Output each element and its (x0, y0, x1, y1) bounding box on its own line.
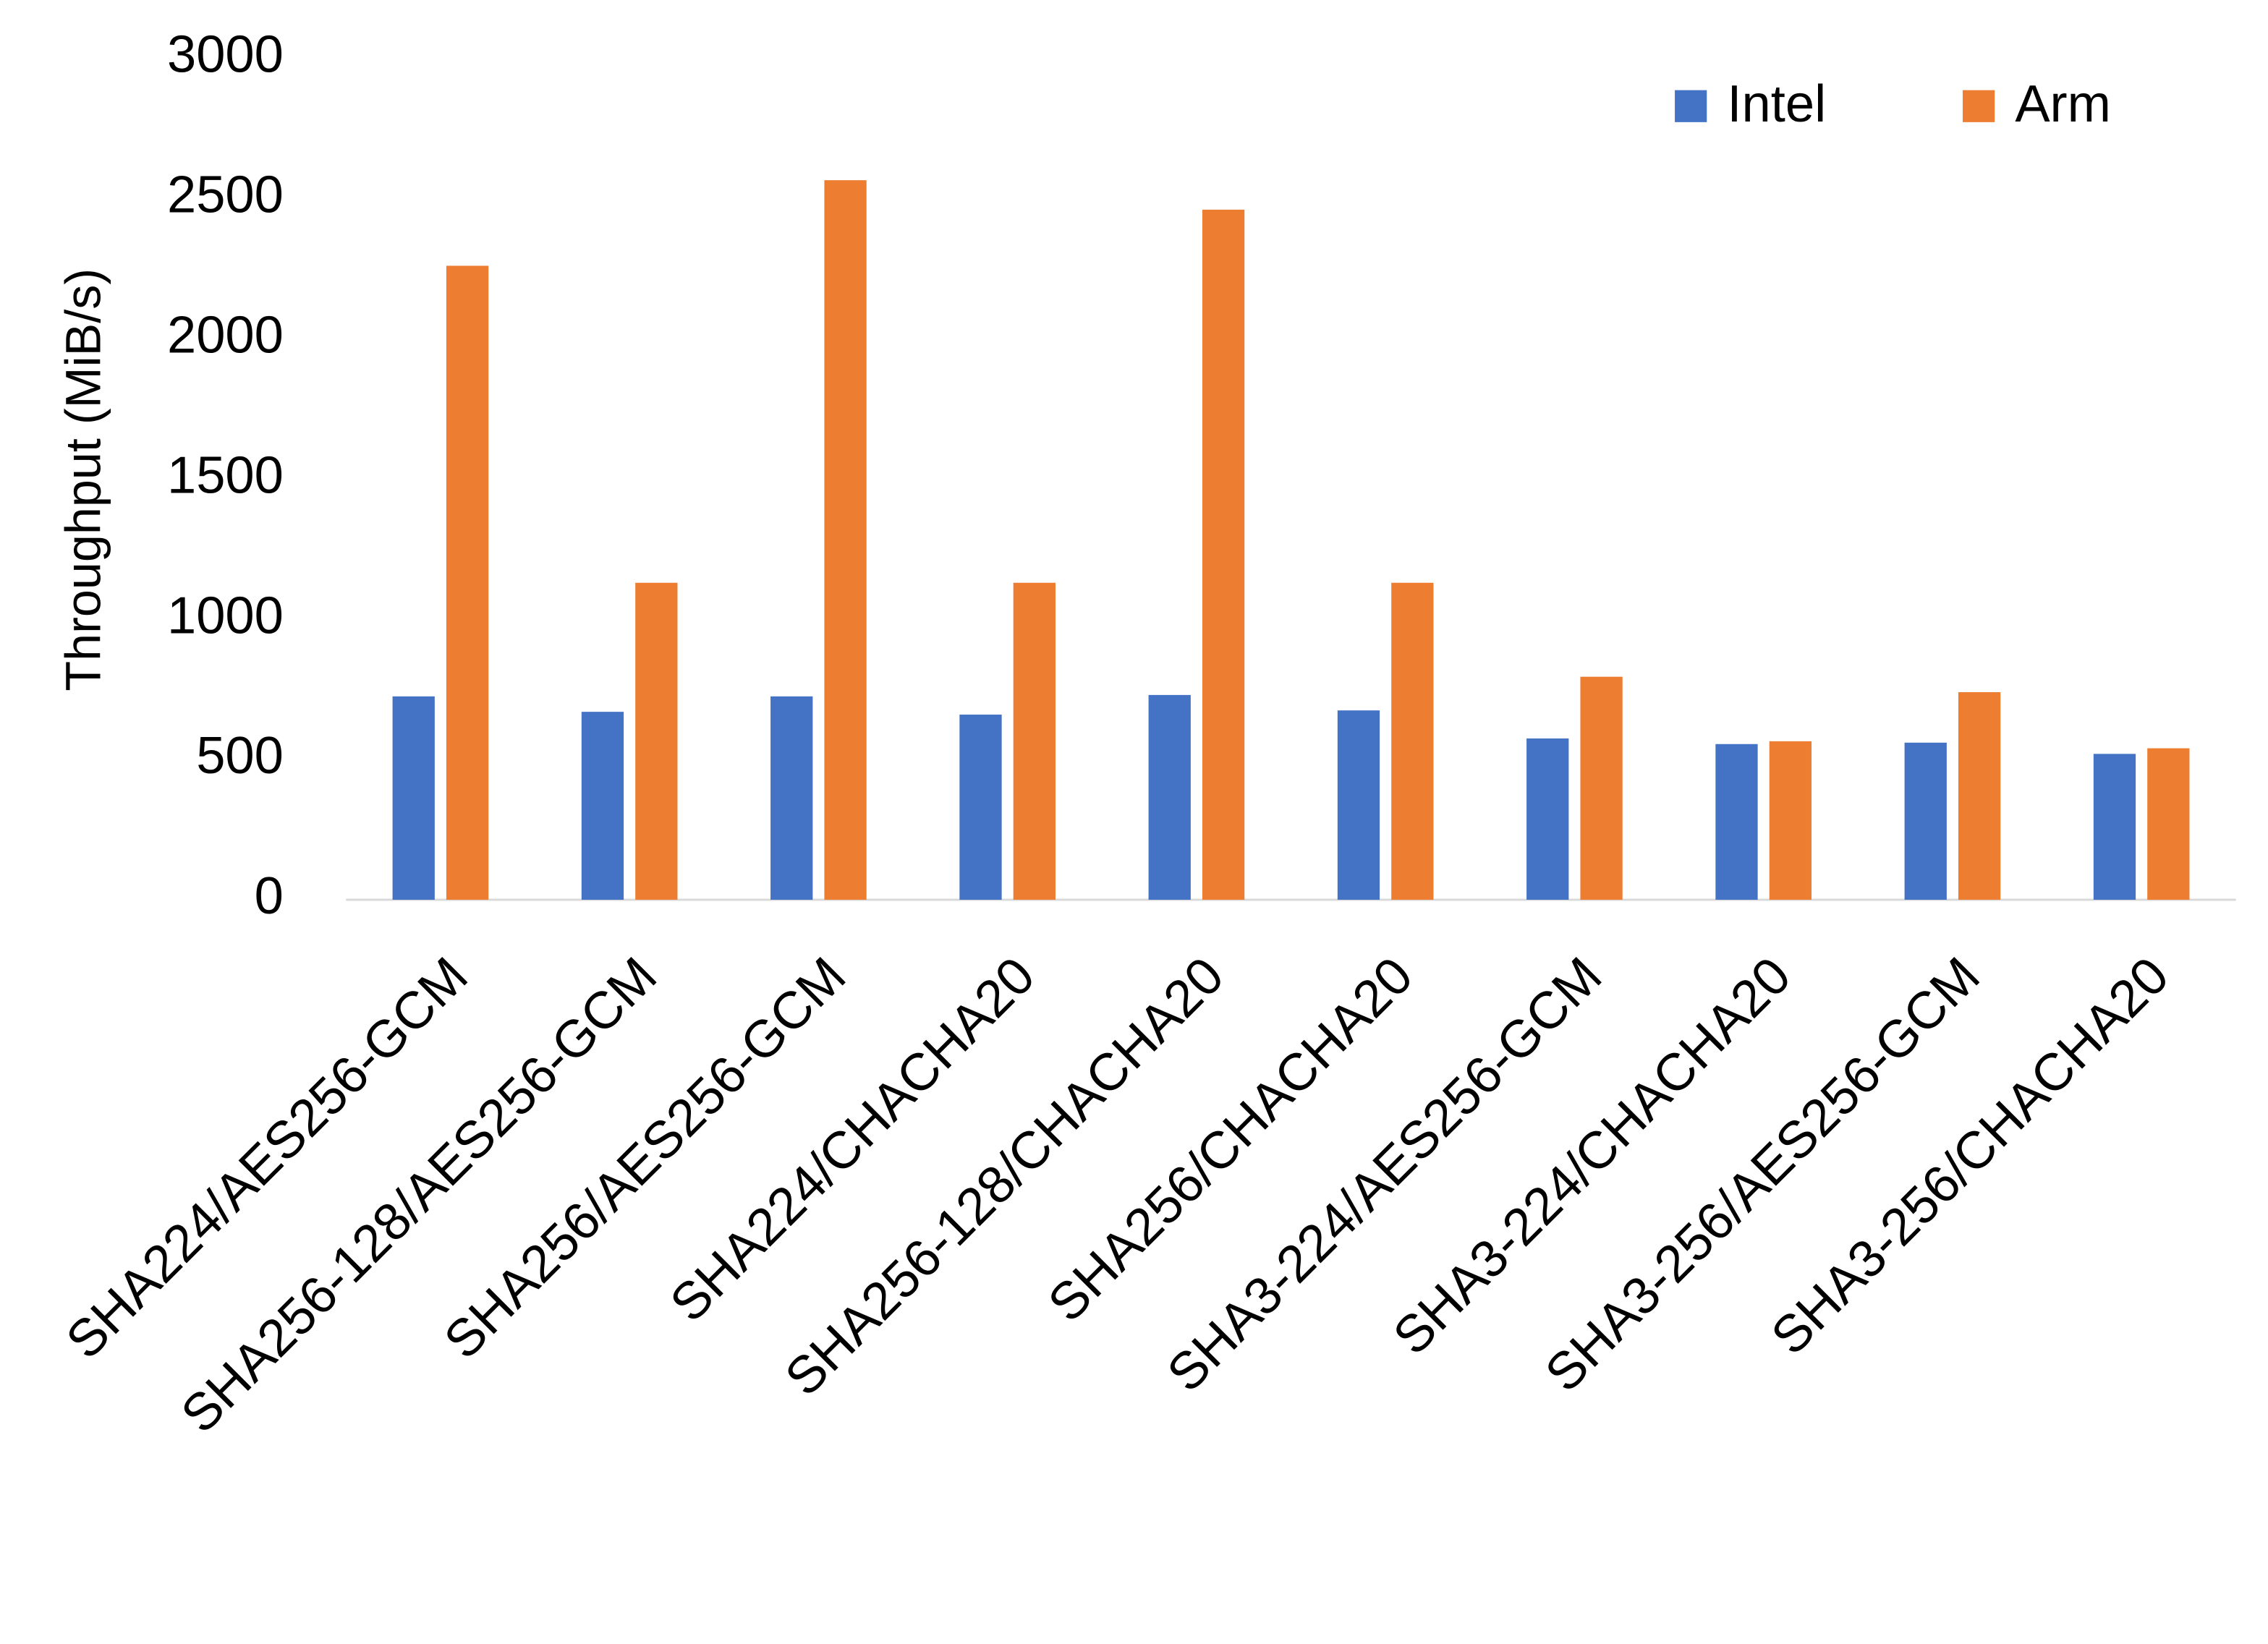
bar (1391, 582, 1434, 900)
bar (1148, 694, 1191, 900)
y-tick-label: 0 (255, 867, 284, 925)
bar (2147, 748, 2190, 900)
legend-label: Arm (2015, 75, 2111, 133)
bar (1580, 676, 1623, 900)
bar (1202, 209, 1245, 900)
y-tick-label: 2000 (167, 306, 284, 364)
bar (1337, 710, 1380, 900)
y-axis-title: Throughput (MiB/s) (56, 268, 111, 691)
bar (770, 696, 813, 900)
y-tick-label: 500 (196, 727, 284, 785)
y-tick-label: 1500 (167, 446, 284, 504)
bar (2093, 754, 2136, 900)
bar (1013, 582, 1056, 900)
bar (446, 265, 489, 900)
legend-swatch (1675, 90, 1707, 122)
legend-label: Intel (1727, 75, 1826, 133)
legend-swatch (1962, 90, 1995, 122)
bar (392, 696, 435, 900)
bar (1526, 738, 1569, 900)
y-tick-label: 1000 (167, 587, 284, 644)
bar (824, 180, 867, 900)
bar (581, 712, 624, 900)
bar (635, 582, 678, 900)
bar (1769, 741, 1812, 900)
y-tick-label: 2500 (167, 166, 284, 223)
bar (1958, 692, 2001, 900)
bar (959, 715, 1002, 900)
y-tick-label: 3000 (167, 26, 284, 84)
bar (1715, 744, 1758, 900)
bar (1904, 742, 1947, 900)
